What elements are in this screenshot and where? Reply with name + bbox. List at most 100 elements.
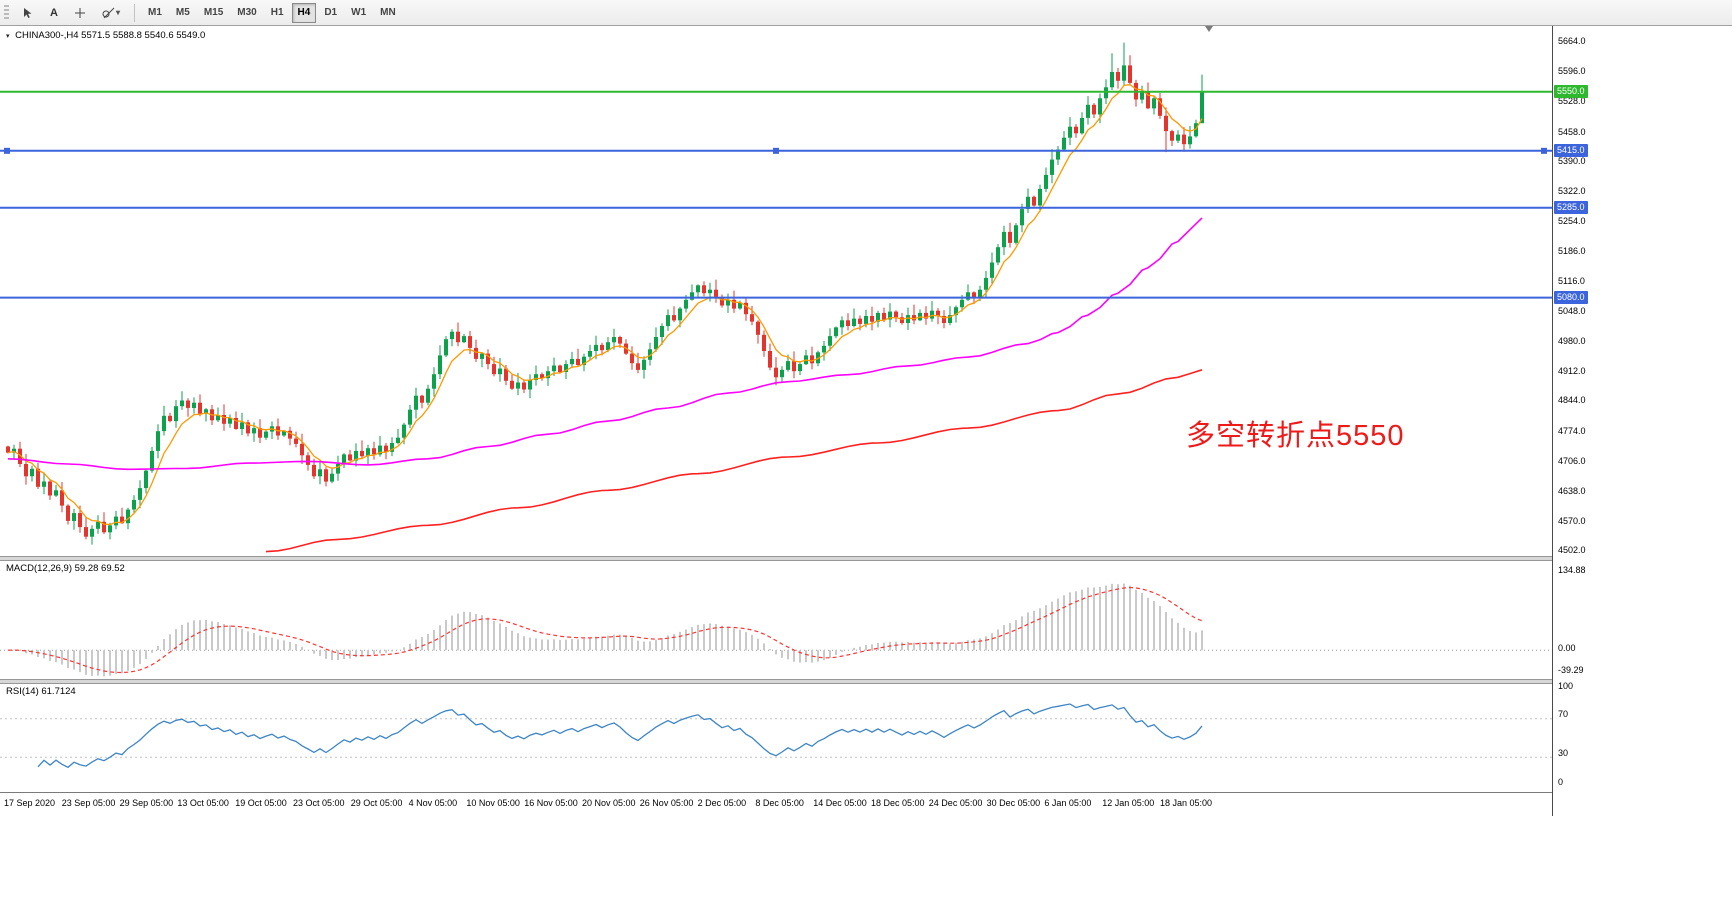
expand-triangle-icon[interactable]: ▾ (6, 33, 10, 40)
candle (1152, 96, 1156, 115)
price-axis-label: 5458.0 (1558, 126, 1586, 137)
candle (1014, 223, 1018, 245)
candle (1128, 55, 1132, 85)
annotation-text[interactable]: 多空转折点5550 (1186, 420, 1405, 452)
time-axis-label: 20 Nov 05:00 (582, 798, 636, 808)
candle (822, 340, 826, 361)
candle (444, 336, 448, 358)
candle (162, 405, 166, 436)
symbol-header: ▾ CHINA300-,H4 5571.5 5588.8 5540.6 5549… (6, 30, 205, 41)
candle (414, 387, 418, 419)
candle (198, 394, 202, 417)
price-axis[interactable]: 5664.0 5596.0 5528.0 5458.0 5390.0 5322.0 5254… (1553, 26, 1732, 816)
candle (1146, 82, 1150, 110)
candle (96, 515, 100, 534)
candle (702, 281, 706, 297)
candle (888, 303, 892, 328)
candle (1116, 68, 1120, 89)
candle (396, 429, 400, 445)
timeframe-d1-button[interactable]: D1 (318, 3, 343, 23)
pane-resize-divider[interactable] (0, 556, 1552, 561)
timeframe-m15-button[interactable]: M15 (198, 3, 229, 23)
macd-label: MACD(12,26,9) 59.28 69.52 (6, 563, 125, 574)
macd-axis-label: 0.00 (1558, 642, 1576, 653)
candle (1032, 195, 1036, 207)
candle (1074, 124, 1078, 138)
shapes-tool-button[interactable]: ▾ (95, 3, 127, 23)
candle (828, 328, 832, 351)
candle (588, 344, 592, 360)
candle (156, 424, 160, 459)
candle (1170, 129, 1174, 146)
candle (450, 329, 454, 347)
candle (432, 367, 436, 397)
main-chart-canvas[interactable] (0, 26, 1552, 556)
timeframe-w1-button[interactable]: W1 (345, 3, 372, 23)
candle (144, 469, 148, 494)
cursor-tool-button[interactable] (15, 3, 41, 23)
macd-canvas[interactable] (0, 561, 1552, 679)
price-axis-label: 5254.0 (1558, 215, 1586, 226)
text-tool-button[interactable]: A (43, 3, 65, 23)
pane-resize-divider[interactable] (0, 679, 1552, 684)
rsi-canvas[interactable] (0, 684, 1552, 792)
candle (186, 398, 190, 417)
candle (384, 443, 388, 460)
candle (72, 508, 76, 530)
timeframe-h1-button[interactable]: H1 (265, 3, 290, 23)
candle (906, 307, 910, 330)
candle (876, 310, 880, 328)
toolbar-grip[interactable] (4, 4, 9, 21)
timeframe-m5-button[interactable]: M5 (170, 3, 196, 23)
candle (276, 418, 280, 440)
candle (492, 356, 496, 377)
price-axis-label: 4638.0 (1558, 485, 1586, 496)
price-line-badge: 5080.0 (1554, 290, 1588, 304)
timeframe-mn-button[interactable]: MN (374, 3, 402, 23)
macd-axis-label: -39.29 (1558, 665, 1584, 676)
time-axis-label: 18 Jan 05:00 (1160, 798, 1213, 808)
time-axis[interactable]: 17 Sep 2020 23 Sep 05:00 29 Sep 05:00 13 Oc… (0, 792, 1552, 816)
candle (1002, 225, 1006, 256)
candle (192, 397, 196, 414)
line-handle[interactable] (1541, 147, 1547, 154)
candle (1008, 222, 1012, 248)
candle (582, 353, 586, 372)
candle (852, 308, 856, 328)
crosshair-tool-button[interactable] (67, 3, 93, 23)
candle (228, 414, 232, 428)
candle (24, 453, 28, 485)
candle (294, 431, 298, 448)
candle (930, 301, 934, 322)
time-axis-label: 6 Jan 05:00 (1044, 798, 1092, 808)
candle (1080, 112, 1084, 135)
macd-signal-line (7, 586, 1203, 674)
timeframe-m1-button[interactable]: M1 (142, 3, 168, 23)
time-axis-label: 16 Nov 05:00 (524, 798, 578, 808)
time-axis-label: 12 Jan 05:00 (1102, 798, 1155, 808)
candle (474, 339, 478, 362)
timeframe-h4-button[interactable]: H4 (291, 2, 317, 23)
price-axis-label: 5390.0 (1558, 156, 1586, 167)
candle (132, 495, 136, 513)
candle (768, 343, 772, 371)
candle (540, 372, 544, 381)
line-handle[interactable] (773, 147, 779, 154)
line-handle[interactable] (4, 147, 10, 154)
toolbar-separator (134, 3, 136, 22)
candle (714, 279, 718, 303)
price-axis-label: 5596.0 (1558, 66, 1586, 77)
price-axis-label: 4570.0 (1558, 515, 1586, 526)
candle (660, 323, 664, 345)
candle (570, 351, 574, 369)
macd-pane: MACD(12,26,9) 59.28 69.52 (0, 561, 1552, 679)
candle (720, 294, 724, 308)
candle (774, 357, 778, 386)
candle (330, 468, 334, 484)
candle (30, 465, 34, 482)
timeframe-m30-button[interactable]: M30 (231, 3, 262, 23)
candle (1044, 167, 1048, 192)
candle (1134, 79, 1138, 107)
candle (42, 472, 46, 495)
candle (894, 310, 898, 323)
